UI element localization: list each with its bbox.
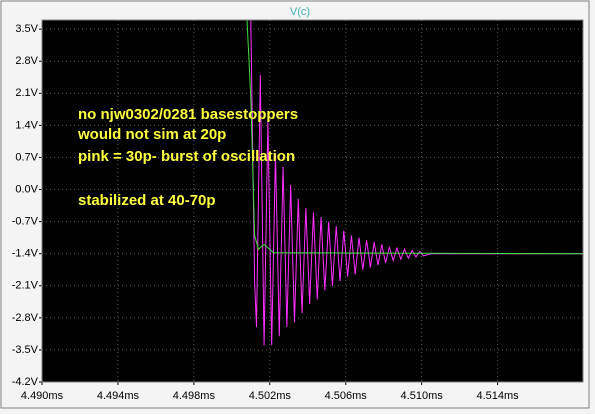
y-tick-label: -2.1V xyxy=(12,280,39,292)
x-tick-label: 4.506ms xyxy=(325,390,368,402)
line-series xyxy=(246,20,583,255)
annotation: pink = 30p- burst of oscillation xyxy=(78,148,295,165)
window-frame xyxy=(0,0,590,409)
y-tick-label: -0.7V xyxy=(12,216,39,228)
line-series xyxy=(245,20,583,346)
y-tick-label: 0.7V xyxy=(15,151,38,163)
x-tick-label: 4.502ms xyxy=(249,390,292,402)
plot-lines xyxy=(245,20,583,346)
x-tick-label: 4.490ms xyxy=(21,390,64,402)
y-tick-label: -3.5V xyxy=(12,344,39,356)
y-tick-label: 2.1V xyxy=(15,87,38,99)
x-tick-label: 4.498ms xyxy=(173,390,216,402)
annotation: would not sim at 20p xyxy=(77,126,226,143)
y-tick-label: -1.4V xyxy=(12,248,39,260)
y-tick-label: 2.8V xyxy=(15,55,38,67)
y-tick-label: 3.5V xyxy=(15,23,38,35)
y-tick-label: -4.2V xyxy=(12,376,39,388)
plot-border xyxy=(41,19,584,383)
y-tick-label: 0.0V xyxy=(15,183,38,195)
y-tick-label: 1.4V xyxy=(15,119,38,131)
chart-title: V(c) xyxy=(290,6,310,18)
plot-area xyxy=(42,20,583,382)
annotation: stabilized at 40-70p xyxy=(78,192,216,209)
x-tick-label: 4.510ms xyxy=(401,390,444,402)
y-tick-label: -2.8V xyxy=(12,312,39,324)
annotation: no njw0302/0281 basestoppers xyxy=(78,106,298,123)
x-tick-label: 4.494ms xyxy=(97,390,140,402)
x-tick-label: 4.514ms xyxy=(476,390,519,402)
